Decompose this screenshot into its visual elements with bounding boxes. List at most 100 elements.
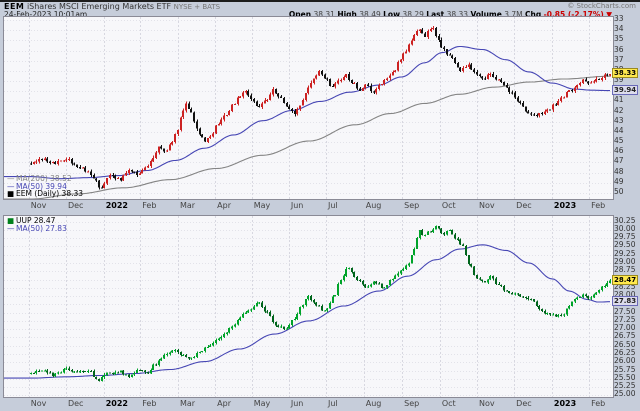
y-tick-label: 28.25 <box>614 281 636 291</box>
x-month-label: Apr <box>217 399 231 408</box>
chart-datetime: 24-Feb-2023 10:01am <box>4 10 88 19</box>
eem-y-axis: 33343536373839404142434445464748495038.3… <box>612 15 640 198</box>
candles-layer <box>30 25 611 190</box>
y-tick-label: 35 <box>614 34 624 44</box>
x-month-label: 2022 <box>105 201 128 210</box>
x-month-label: Nov <box>30 201 47 210</box>
y-tick-label: 28.75 <box>614 265 636 275</box>
x-month-label: Dec <box>516 399 532 408</box>
month-gridlines <box>29 17 590 199</box>
chg-down-arrow-icon: ▼ <box>606 10 612 19</box>
chg-label: Chg <box>525 10 542 19</box>
x-month-label: Dec <box>67 201 84 210</box>
y-tick-label: 25.25 <box>614 381 636 391</box>
x-month-label: Nov <box>479 201 495 210</box>
stockcharts-watermark: © StockCharts.com <box>567 2 636 10</box>
uup-legend: ■ UUP 28.47 — MA(50) 27.83 <box>7 217 67 232</box>
y-tick-label: 27.00 <box>614 323 636 333</box>
y-tick-label: 47 <box>614 156 624 166</box>
last-price-box: 38.33 <box>612 68 639 79</box>
low-value: 38.29 <box>402 10 424 19</box>
x-month-label: May <box>253 201 271 210</box>
chart-header: EEM iShares MSCI Emerging Markets ETF NY… <box>4 2 220 11</box>
exchange-label: NYSE + BATS <box>173 3 221 11</box>
eem-price-panel[interactable]: — MA(200) 38.52 — MA(50) 39.94 ■ EEM (Daily… <box>3 16 614 200</box>
y-tick-label: 43 <box>614 115 624 125</box>
ma200-line <box>4 75 610 199</box>
open-value: 38.31 <box>313 10 335 19</box>
x-month-label: Oct <box>441 201 456 210</box>
y-tick-label: 39 <box>614 75 624 85</box>
y-tick-label: 48 <box>614 166 624 176</box>
low-label: Low <box>383 10 401 19</box>
x-month-label: Aug <box>365 201 382 210</box>
x-month-label: Jun <box>290 399 304 408</box>
x-month-label: Feb <box>142 201 157 210</box>
x-month-label: 2023 <box>553 201 577 210</box>
last-value: 38.33 <box>446 10 469 19</box>
uup-price-panel[interactable]: ■ UUP 28.47 — MA(50) 27.83 <box>3 215 614 398</box>
ma50-legend-label: MA(50) 39.94 <box>16 181 67 191</box>
last-price-box: 28.47 <box>612 274 639 285</box>
x-month-label: Nov <box>30 399 47 408</box>
y-tick-label: 49 <box>614 176 624 186</box>
uup-candlestick-chart[interactable] <box>4 216 613 397</box>
x-month-label: Sep <box>404 399 420 408</box>
eem-legend-label: EEM (Daily) 38.33 <box>16 189 84 198</box>
uup-series-icon: ■ <box>7 216 15 225</box>
y-tick-label: 46 <box>614 146 624 156</box>
y-tick-label: 26.00 <box>614 356 636 366</box>
y-tick-label: 44 <box>614 125 624 135</box>
y-tick-label: 42 <box>614 105 624 115</box>
ma200-line-icon: — <box>7 174 15 183</box>
y-tick-label: 27.50 <box>614 306 636 316</box>
y-tick-label: 34 <box>614 24 624 34</box>
y-tick-label: 27.25 <box>614 314 636 324</box>
x-month-label: Mar <box>180 399 196 408</box>
x-month-label: Oct <box>441 399 456 408</box>
y-tick-label: 25.75 <box>614 364 636 374</box>
volume-value: 3.7M <box>504 10 523 19</box>
y-tick-label: 30.25 <box>614 215 636 225</box>
uup-x-axis: Nov Dec 2022 Feb Mar Apr May Jun Jul Aug Sep Oct Nov… <box>3 397 614 409</box>
volume-label: Volume <box>470 10 502 19</box>
eem-x-axis: Nov Dec 2022 Feb Mar Apr May Jun Jul Aug Sep Oct Nov… <box>3 199 614 211</box>
eem-legend: — MA(200) 38.52 — MA(50) 39.94 ■ EEM (Daily… <box>7 175 83 198</box>
symbol-title: iShares MSCI Emerging Markets ETF <box>26 2 172 11</box>
quote-bar: Open 38.31 High 38.49 Low 38.29 Last 38.… <box>289 10 612 19</box>
ma200-legend-label: MA(200) 38.52 <box>16 174 72 183</box>
x-month-label: Feb <box>142 399 157 408</box>
y-tick-label: 25.00 <box>614 389 636 399</box>
symbol-ticker: EEM <box>4 2 25 11</box>
x-month-label: Nov <box>479 399 495 408</box>
ma50-line-icon: — <box>7 181 15 191</box>
x-month-label: 2022 <box>105 399 128 408</box>
uup-ma50-legend-label: MA(50) 27.83 <box>16 223 67 233</box>
x-month-label: Dec <box>67 399 84 408</box>
eem-candlestick-chart[interactable] <box>4 17 613 199</box>
y-tick-label: 28.00 <box>614 290 636 300</box>
x-month-label: Feb <box>591 399 606 408</box>
high-label: High <box>337 10 357 19</box>
y-tick-label: 29.75 <box>614 232 636 242</box>
y-tick-label: 45 <box>614 136 624 146</box>
price-gridlines <box>4 20 613 194</box>
open-label: Open <box>288 10 312 19</box>
uup-y-axis: 30.2530.0029.7529.5029.2529.0028.7528.50… <box>612 215 640 399</box>
x-month-label: Jun <box>290 201 304 210</box>
x-month-label: May <box>253 399 271 408</box>
chg-value: -0.85 (-2.17%) <box>543 10 604 19</box>
ma50-line <box>4 244 610 379</box>
high-value: 38.49 <box>359 10 381 19</box>
y-tick-label: 30.00 <box>614 223 636 233</box>
x-month-label: Sep <box>404 201 420 210</box>
y-tick-label: 36 <box>614 44 624 54</box>
ma-value-box: 39.94 <box>612 84 639 95</box>
ma-value-box: 27.83 <box>612 295 639 306</box>
y-tick-label: 41 <box>614 95 624 105</box>
window-top-edge <box>0 0 640 2</box>
candles-layer <box>30 225 611 382</box>
x-month-label: Apr <box>217 201 231 210</box>
y-tick-label: 26.25 <box>614 347 636 357</box>
